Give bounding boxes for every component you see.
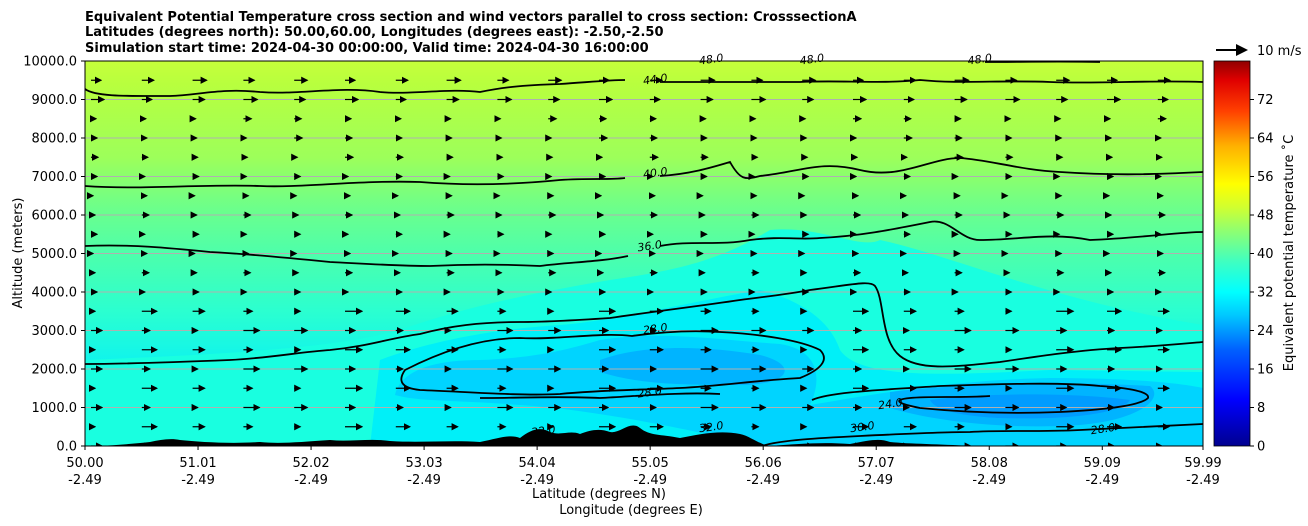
x-tick-label-lat-6: 56.06 xyxy=(745,456,782,471)
x-tick-label-lat-2: 52.02 xyxy=(292,456,329,471)
contour-label-1: 48.0 xyxy=(698,51,724,67)
contour-24 xyxy=(811,382,1149,414)
plot-area xyxy=(85,61,1203,446)
x-tick-label-lon-9: -2.49 xyxy=(1085,473,1119,488)
x-tick-label-lon-8: -2.49 xyxy=(972,473,1006,488)
chart-title-line-3: Simulation start time: 2024-04-30 00:00:… xyxy=(85,41,649,56)
x-tick-label-lat-3: 53.03 xyxy=(405,456,442,471)
colorbar-label: Equivalent potential temperature ˚C xyxy=(1281,135,1297,371)
x-axis: 50.00 -2.49 51.01 -2.49 52.02 -2.49 53.03 -2.49… xyxy=(66,446,1222,488)
x-tick-label-lon-0: -2.49 xyxy=(68,473,102,488)
colorbar-tick-label-8: 64 xyxy=(1257,132,1274,147)
wind-vectors xyxy=(87,76,1172,446)
colorbar-tick-label-4: 32 xyxy=(1257,286,1274,301)
colorbar-tick-label-6: 48 xyxy=(1257,209,1274,224)
x-tick-label-lat-9: 59.09 xyxy=(1084,456,1121,471)
colorbar-axis: 0 8 16 24 32 40 48 56 64 72 xyxy=(1250,93,1274,455)
y-tick-label-2: 2000.0 xyxy=(32,363,78,378)
contour-28-right xyxy=(761,423,1203,446)
x-tick-label-lat-5: 55.05 xyxy=(632,456,669,471)
contour-label-2: 48.0 xyxy=(799,51,825,67)
x-tick-label-lon-7: -2.49 xyxy=(859,473,893,488)
contour-label-9: 24.0 xyxy=(877,396,903,412)
y-axis-label: Altitude (meters) xyxy=(11,198,26,309)
chart-title-line-1: Equivalent Potential Temperature cross s… xyxy=(85,10,857,25)
contour-label-5: 36.0 xyxy=(637,238,663,254)
contour-28-lower xyxy=(479,392,721,399)
x-tick-label-lon-2: -2.49 xyxy=(294,473,328,488)
colorbar-tick-label-7: 56 xyxy=(1257,170,1274,185)
y-tick-label-10: 10000.0 xyxy=(23,55,77,70)
contour-label-6: 28.0 xyxy=(642,321,668,337)
x-axis-label-latitude: Latitude (degrees N) xyxy=(532,487,666,502)
contour-40 xyxy=(85,157,1203,189)
y-tick-label-8: 8000.0 xyxy=(32,132,78,147)
contour-label-3: 48.0 xyxy=(967,51,993,67)
colorbar-tick-label-2: 16 xyxy=(1257,363,1274,378)
contour-44 xyxy=(85,79,1203,97)
wind-legend-label: 10 m/s xyxy=(1257,44,1302,59)
contour-lines xyxy=(85,61,1203,446)
contour-28-closed xyxy=(400,330,825,396)
y-tick-label-4: 4000.0 xyxy=(32,286,78,301)
contour-32-upper xyxy=(85,282,1203,368)
y-tick-label-0: 0.0 xyxy=(56,440,77,455)
colorbar xyxy=(1213,60,1251,447)
y-tick-label-7: 7000.0 xyxy=(32,170,78,185)
contour-label-7: 28.0 xyxy=(637,384,663,400)
terrain xyxy=(85,425,970,446)
contour-label-10: 28.0 xyxy=(1090,421,1116,437)
contour-labels: 44.0 48.0 48.0 48.0 40.0 36.0 28.0 28.0 32.0 24.0… xyxy=(530,51,1116,439)
colorbar-tick-label-3: 24 xyxy=(1257,324,1274,339)
x-tick-label-lon-5: -2.49 xyxy=(633,473,667,488)
y-tick-label-3: 3000.0 xyxy=(32,324,78,339)
y-tick-label-6: 6000.0 xyxy=(32,209,78,224)
chart-title-line-2: Latitudes (degrees north): 50.00,60.00, … xyxy=(85,25,664,40)
y-axis: 0.0 1000.0 2000.0 3000.0 4000.0 5000.0 6000.0 7… xyxy=(23,55,85,455)
y-tick-label-1: 1000.0 xyxy=(32,401,78,416)
contour-label-12: 32.0 xyxy=(530,423,556,439)
contour-label-8: 32.0 xyxy=(698,419,724,435)
y-tick-label-9: 9000.0 xyxy=(32,93,78,108)
x-tick-label-lat-7: 57.07 xyxy=(858,456,895,471)
x-tick-label-lat-0: 50.00 xyxy=(66,456,103,471)
x-tick-label-lat-8: 58.08 xyxy=(971,456,1008,471)
x-tick-label-lon-6: -2.49 xyxy=(746,473,780,488)
x-axis-label-longitude: Longitude (degrees E) xyxy=(559,503,703,518)
contour-label-4: 40.0 xyxy=(642,165,668,181)
x-tick-label-lat-10: 59.99 xyxy=(1184,456,1221,471)
contour-36 xyxy=(85,220,1203,267)
colorbar-tick-label-9: 72 xyxy=(1257,93,1274,108)
colorbar-tick-label-0: 0 xyxy=(1257,440,1265,455)
x-tick-label-lat-4: 54.04 xyxy=(519,456,556,471)
colorbar-tick-label-1: 8 xyxy=(1257,401,1265,416)
y-tick-label-5: 5000.0 xyxy=(32,247,78,262)
contour-label-11: 30.0 xyxy=(849,419,875,435)
x-tick-label-lon-4: -2.49 xyxy=(520,473,554,488)
colorbar-tick-label-5: 40 xyxy=(1257,247,1274,262)
x-tick-label-lon-10: -2.49 xyxy=(1186,473,1220,488)
x-tick-label-lon-1: -2.49 xyxy=(181,473,215,488)
x-tick-label-lon-3: -2.49 xyxy=(407,473,441,488)
x-tick-label-lat-1: 51.01 xyxy=(179,456,216,471)
contour-label-0: 44.0 xyxy=(642,71,668,87)
